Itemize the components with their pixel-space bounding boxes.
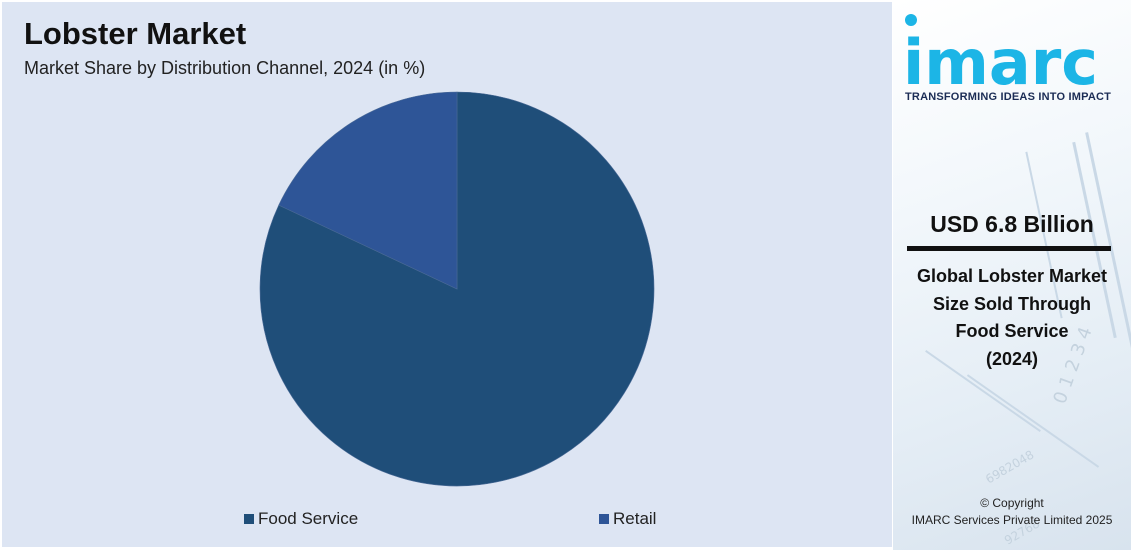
sidebar: 0 1 2 3 4 6982048 92768 imarc TRANSFORMI… bbox=[893, 0, 1131, 550]
chart-subtitle: Market Share by Distribution Channel, 20… bbox=[24, 58, 426, 78]
highlight-line: Food Service bbox=[955, 321, 1069, 341]
highlight-line: Global Lobster Market bbox=[916, 266, 1108, 286]
highlight-description: Global Lobster Market Size Sold Through … bbox=[893, 263, 1131, 373]
logo-text: imarc bbox=[903, 26, 1098, 90]
legend-swatch-retail bbox=[599, 514, 609, 524]
copyright-holder: IMARC Services Private Limited 2025 bbox=[911, 513, 1113, 527]
chart-panel: Lobster Market Market Share by Distribut… bbox=[2, 2, 892, 547]
pie-slice-retail bbox=[278, 91, 458, 290]
imarc-logo: imarc bbox=[903, 14, 1098, 90]
legend-label-retail: Retail bbox=[613, 509, 657, 528]
highlight-line: Size Sold Through bbox=[933, 293, 1091, 314]
logo-tagline: TRANSFORMING IDEAS INTO IMPACT bbox=[905, 91, 1112, 103]
highlight-divider bbox=[907, 246, 1111, 251]
chart-title: Lobster Market bbox=[24, 16, 247, 51]
copyright-notice: © Copyright bbox=[980, 496, 1044, 510]
legend-item-food-service: Food Service bbox=[244, 509, 358, 529]
highlight-line: (2024) bbox=[985, 348, 1039, 369]
pie-chart bbox=[259, 91, 655, 487]
legend-swatch-food-service bbox=[244, 514, 254, 524]
legend-label-food-service: Food Service bbox=[258, 509, 359, 528]
legend-item-retail: Retail bbox=[599, 509, 656, 529]
decorative-digits: 6982048 bbox=[983, 447, 1037, 487]
highlight-value: USD 6.8 Billion bbox=[930, 211, 1094, 237]
